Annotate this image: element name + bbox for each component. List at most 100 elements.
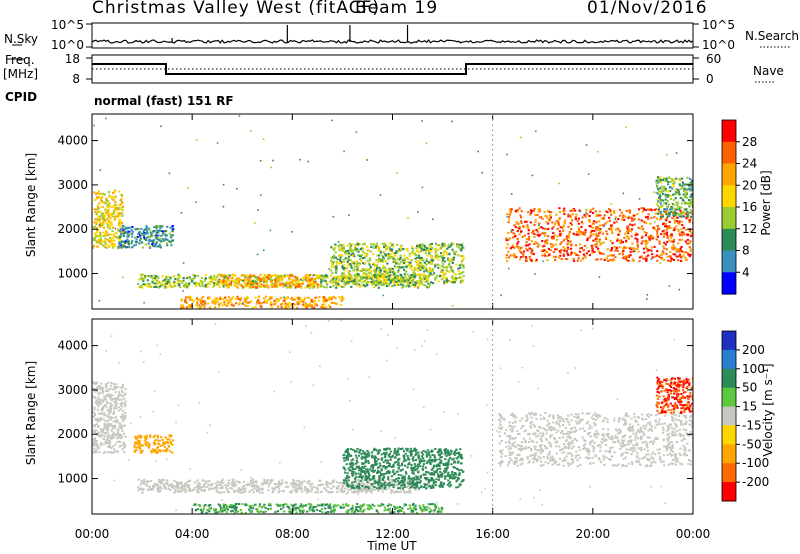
range-cell	[286, 297, 289, 300]
range-cell	[108, 233, 111, 236]
range-cell	[140, 232, 144, 235]
range-cell	[348, 242, 351, 245]
range-cell	[666, 235, 669, 238]
range-cell	[610, 248, 613, 251]
range-cell	[558, 217, 561, 220]
range-cell	[505, 246, 508, 249]
range-cell	[689, 196, 692, 199]
range-cell	[398, 248, 401, 251]
range-cell	[685, 193, 688, 195]
range-cell	[310, 490, 313, 493]
range-cell	[140, 274, 143, 277]
range-cell	[174, 489, 177, 492]
range-cell	[647, 218, 650, 221]
range-cell	[653, 245, 656, 248]
range-cell	[389, 491, 392, 494]
range-cell	[131, 230, 134, 233]
range-cell	[598, 210, 601, 213]
range-cell	[605, 230, 608, 233]
range-cell	[163, 286, 166, 289]
range-cell	[298, 482, 301, 485]
range-cell	[223, 274, 226, 277]
range-cell	[417, 281, 420, 284]
range-cell	[666, 210, 669, 213]
range-cell	[587, 250, 590, 253]
range-cell	[358, 243, 361, 245]
range-cell	[631, 259, 634, 262]
range-cell	[183, 488, 186, 491]
range-cell	[403, 268, 406, 271]
range-cell	[213, 277, 217, 279]
range-cell	[547, 235, 550, 238]
range-cell	[563, 207, 566, 210]
range-cell	[165, 450, 168, 453]
range-cell	[230, 279, 233, 282]
range-cell	[192, 274, 195, 276]
range-cell	[222, 482, 225, 484]
range-cell	[281, 489, 284, 492]
range-cell	[182, 279, 185, 282]
range-cell	[391, 267, 394, 270]
range-cell	[416, 247, 419, 250]
range-cell	[154, 439, 157, 442]
range-cell	[104, 237, 107, 240]
range-cell	[441, 258, 444, 261]
range-cell	[690, 198, 693, 201]
range-cell	[399, 261, 402, 264]
range-cell	[389, 271, 392, 274]
range-cell	[104, 450, 107, 453]
range-cell	[577, 257, 580, 260]
range-cell	[672, 193, 675, 196]
range-cell	[294, 486, 297, 489]
range-cell	[289, 278, 292, 281]
range-cell	[388, 274, 391, 276]
range-cell	[138, 439, 141, 442]
range-cell	[674, 221, 677, 224]
range-cell	[117, 409, 120, 412]
range-cell	[204, 277, 207, 280]
range-cell	[431, 268, 434, 271]
range-cell	[219, 484, 222, 486]
range-cell	[456, 253, 459, 256]
range-cell	[170, 442, 173, 445]
range-cell	[688, 199, 691, 202]
range-cell	[573, 260, 576, 263]
range-cell	[235, 480, 238, 483]
range-cell	[198, 284, 201, 287]
range-cell	[97, 405, 100, 408]
range-cell	[368, 262, 371, 265]
range-cell	[106, 390, 110, 393]
range-cell	[662, 189, 665, 192]
range-cell	[357, 479, 360, 481]
range-cell	[108, 409, 111, 412]
range-cell	[332, 302, 335, 304]
range-cell	[451, 248, 454, 251]
range-cell	[106, 226, 109, 229]
range-cell	[683, 188, 686, 191]
range-cell	[186, 485, 189, 488]
range-cell	[113, 233, 116, 236]
range-cell	[585, 252, 588, 255]
range-cell	[603, 225, 606, 227]
range-cell	[232, 279, 235, 282]
range-cell	[675, 208, 678, 211]
range-cell	[685, 188, 688, 191]
range-cell	[375, 280, 378, 283]
range-cell	[408, 275, 412, 277]
range-cell	[257, 209, 259, 211]
range-cell	[296, 281, 299, 284]
range-cell	[143, 483, 146, 485]
range-cell	[559, 254, 562, 257]
range-cell	[119, 238, 122, 241]
range-cell	[593, 244, 596, 247]
range-cell	[338, 243, 341, 246]
range-cell	[323, 279, 326, 282]
range-cell	[292, 486, 295, 489]
range-cell	[313, 278, 316, 281]
range-cell	[299, 297, 302, 300]
range-cell	[417, 285, 420, 288]
range-cell	[342, 243, 345, 246]
range-cell	[667, 190, 670, 193]
range-cell	[201, 489, 204, 492]
range-cell	[231, 485, 234, 487]
